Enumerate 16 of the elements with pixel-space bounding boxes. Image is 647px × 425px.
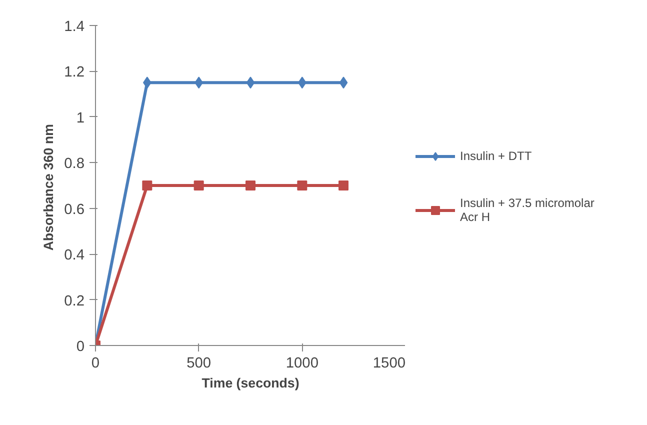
x-tick-label: 500 xyxy=(186,356,212,372)
x-tick-label: 1500 xyxy=(372,356,406,372)
y-tick-label: 0.6 xyxy=(64,202,84,218)
y-tick-label: 1.2 xyxy=(64,64,84,81)
y-tick-label: 0.2 xyxy=(64,293,84,310)
y-tick-label: 0 xyxy=(76,339,85,355)
legend-label: Insulin + 37.5 micromolar Acr H xyxy=(460,196,594,224)
y-tick-label: 1 xyxy=(76,110,85,126)
y-tick-label: 0.8 xyxy=(64,156,84,172)
x-tick-label: 1000 xyxy=(286,356,318,372)
y-tick-label: 1.4 xyxy=(64,19,84,35)
y-axis-title: Absorbance 360 nm xyxy=(41,124,56,251)
legend-label: Insulin + DTT xyxy=(460,149,532,163)
x-tick-label: 0 xyxy=(91,356,100,372)
y-tick-label: 0.4 xyxy=(64,248,84,264)
x-axis-title: Time (seconds) xyxy=(202,376,300,390)
